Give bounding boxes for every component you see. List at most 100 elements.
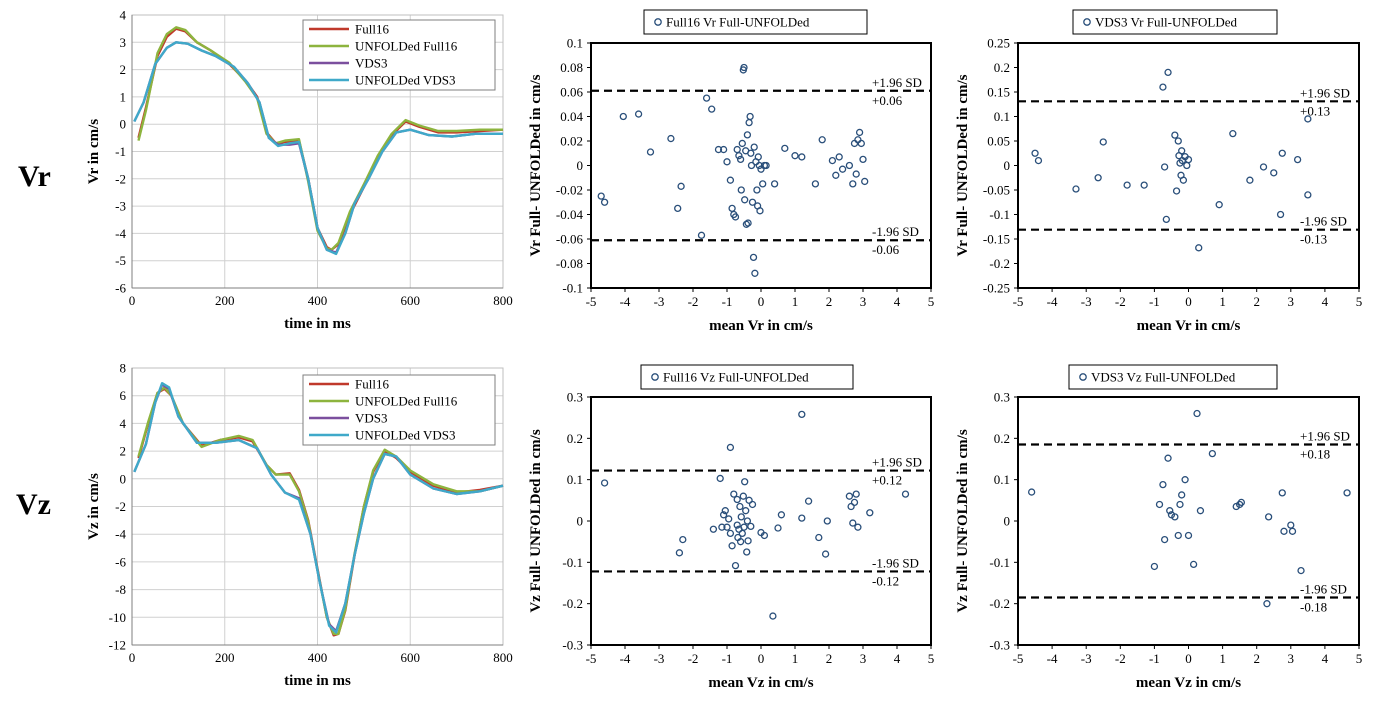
data-point [600,198,609,206]
x-tick-label: 200 [215,650,235,665]
y-tick-label: 8 [120,361,127,376]
y-tick-label: -1 [115,144,126,159]
data-point [1278,489,1286,497]
data-point [744,537,752,545]
data-point [1159,480,1167,489]
x-tick-label: 800 [493,650,513,665]
x-tick-label: 0 [1185,294,1192,309]
data-point [849,180,857,188]
data-point [818,136,826,144]
y-tick-label: -0.15 [983,232,1010,247]
x-tick-label: 2 [1253,651,1260,666]
y-tick-label: -10 [109,610,126,625]
data-point [850,498,859,507]
data-point [742,507,750,515]
data-point [1208,449,1217,458]
data-point [736,155,745,164]
data-point [721,507,729,515]
x-tick-label: 3 [860,651,867,666]
data-point [726,529,735,538]
y-tick-label: -0.25 [983,281,1010,296]
data-point [725,515,733,523]
data-point [798,153,806,161]
y-tick-label: -0.2 [989,256,1010,271]
data-point [1184,155,1193,164]
y-tick-label: 0 [120,117,127,132]
data-point [1287,521,1295,529]
data-point [849,519,857,527]
data-point [774,524,782,532]
data-point [741,196,749,204]
data-point [743,517,752,525]
x-tick-label: -4 [1047,651,1058,666]
y-tick-label: 0.2 [994,431,1010,446]
data-point [697,231,706,239]
data-point [759,180,767,188]
data-point [619,112,627,121]
data-point [709,525,718,533]
data-point [791,152,799,160]
data-point [735,152,743,160]
data-point [747,161,756,170]
data-point [1174,137,1182,145]
x-tick-label: 1 [1219,294,1226,309]
legend-marker [1083,18,1091,26]
data-point [1276,210,1285,219]
y-tick-label: -4 [115,527,126,542]
data-point [740,63,748,72]
data-point [1027,488,1036,496]
upper-limit-value-label: +0.06 [872,93,903,108]
data-point [1264,513,1273,521]
data-point [1259,163,1268,171]
data-point [739,492,747,500]
data-point [1172,187,1181,195]
legend-label: UNFOLDed VDS3 [355,428,456,443]
data-point [781,144,789,153]
y-tick-label: -0.06 [556,232,584,247]
data-point [1181,476,1189,484]
y-axis-title: Vz Full- UNFOLDed in cm/s [955,429,971,612]
x-tick-label: -5 [586,651,597,666]
legend-box [1072,9,1278,35]
legend-label: VDS3 [355,56,388,71]
x-tick-label: -5 [1013,294,1024,309]
data-point [723,158,731,166]
data-point [1123,181,1131,189]
x-tick-label: 1 [792,651,799,666]
data-point [1155,500,1164,509]
y-axis-title: Vz in cm/s [86,473,102,540]
y-tick-label: -0.2 [562,596,583,611]
data-point [731,561,740,570]
data-point [1246,176,1254,184]
data-point [852,490,860,498]
data-point [1179,176,1188,184]
data-point [716,474,724,483]
data-point [733,145,741,154]
data-point [1072,185,1080,193]
data-point [828,156,837,165]
data-point [1171,131,1179,139]
legend-label: Full16 [355,22,389,37]
legend-label: Full16 Vr Full-UNFOLDed [666,15,810,30]
data-point [726,176,735,184]
legend-label: Full16 Vz Full-UNFOLDed [663,370,809,385]
upper-limit-sd-label: +1.96 SD [872,455,922,470]
data-point [835,153,843,161]
data-point [1263,600,1271,608]
data-point [1176,500,1184,509]
y-axis-title: Vr in cm/s [86,119,102,184]
data-point [855,128,864,137]
data-point [667,134,675,143]
data-point [743,548,751,556]
y-tick-label: 6 [120,388,127,403]
x-tick-label: 4 [894,294,901,309]
y-tick-label: 0 [577,158,584,173]
row-label-vr: Vr [18,160,51,193]
y-tick-label: 0.3 [994,390,1010,405]
x-tick-label: 600 [401,650,421,665]
y-tick-label: -8 [115,582,126,597]
legend-label: UNFOLDed Full16 [355,394,458,409]
upper-limit-sd-label: +1.96 SD [1300,85,1350,100]
data-point [1164,454,1172,462]
legend-label: UNFOLDed Full16 [355,39,458,54]
